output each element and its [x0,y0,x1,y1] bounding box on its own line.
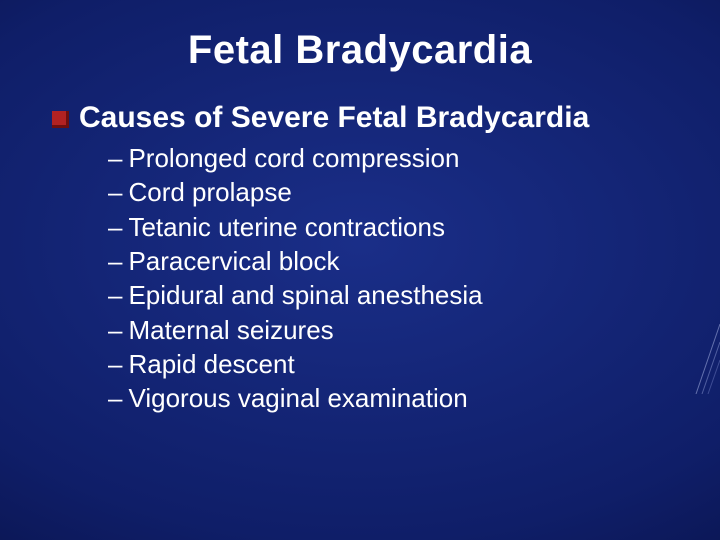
list-item: –Prolonged cord compression [108,141,680,175]
dash-icon: – [108,212,122,242]
list-item-text: Prolonged cord compression [128,143,459,173]
dash-icon: – [108,143,122,173]
dash-icon: – [108,246,122,276]
dash-icon: – [108,177,122,207]
list-item-text: Maternal seizures [128,315,333,345]
list-item: –Paracervical block [108,244,680,278]
list-item: –Epidural and spinal anesthesia [108,278,680,312]
list-item-text: Cord prolapse [128,177,291,207]
list-item: –Vigorous vaginal examination [108,381,680,415]
slide-subtitle: Causes of Severe Fetal Bradycardia [79,101,589,135]
list-item: –Tetanic uterine contractions [108,210,680,244]
list-item: –Rapid descent [108,347,680,381]
cause-list: –Prolonged cord compression –Cord prolap… [108,141,680,416]
list-item-text: Tetanic uterine contractions [128,212,445,242]
bullet-icon [52,111,69,128]
subtitle-row: Causes of Severe Fetal Bradycardia [52,101,680,135]
list-item-text: Epidural and spinal anesthesia [128,280,482,310]
list-item: –Cord prolapse [108,175,680,209]
list-item-text: Vigorous vaginal examination [128,383,467,413]
list-item-text: Rapid descent [128,349,294,379]
dash-icon: – [108,280,122,310]
dash-icon: – [108,383,122,413]
slide-title: Fetal Bradycardia [40,28,680,73]
dash-icon: – [108,349,122,379]
list-item: –Maternal seizures [108,313,680,347]
slide-container: Fetal Bradycardia Causes of Severe Fetal… [0,0,720,540]
dash-icon: – [108,315,122,345]
list-item-text: Paracervical block [128,246,339,276]
